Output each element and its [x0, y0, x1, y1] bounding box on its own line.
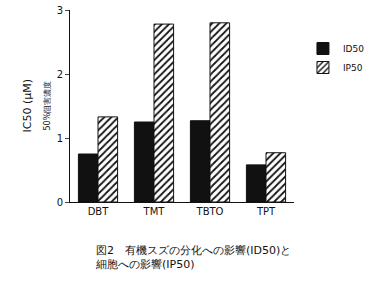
svg-text:3: 3 [57, 5, 63, 16]
svg-text:TPT: TPT [256, 206, 276, 217]
svg-text:ID50: ID50 [343, 44, 364, 54]
svg-text:DBT: DBT [88, 206, 110, 217]
svg-text:TBTO: TBTO [196, 206, 224, 217]
svg-text:IP50: IP50 [343, 63, 363, 73]
svg-text:0: 0 [57, 197, 63, 208]
svg-text:図2 有機スズの分化への影響(ID50)と細胞への影響(IP: 図2 有機スズの分化への影響(ID50)と細胞への影響(IP50) [95, 244, 291, 271]
svg-text:1: 1 [57, 133, 63, 144]
svg-text:TMT: TMT [143, 206, 166, 217]
svg-text:50%阻害濃度: 50%阻害濃度 [43, 81, 52, 131]
svg-text:2: 2 [57, 69, 63, 80]
svg-text:IC50 (μM): IC50 (μM) [21, 79, 34, 133]
